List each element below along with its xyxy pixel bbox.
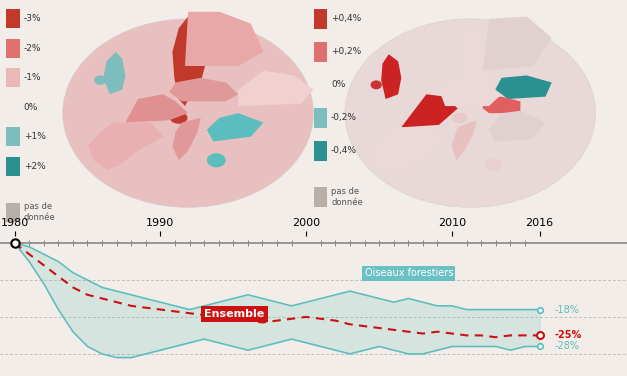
Text: -25%: -25%	[554, 331, 581, 340]
Text: +2%: +2%	[24, 162, 46, 171]
Polygon shape	[169, 78, 238, 102]
Text: +0,2%: +0,2%	[331, 47, 361, 56]
Bar	[6, 39, 20, 58]
Polygon shape	[185, 12, 263, 66]
Polygon shape	[238, 71, 314, 106]
Polygon shape	[172, 118, 201, 160]
Polygon shape	[439, 80, 502, 106]
Text: pas de
donnée: pas de donnée	[331, 187, 363, 206]
Ellipse shape	[170, 112, 187, 124]
Bar	[6, 68, 20, 87]
Bar	[6, 127, 20, 146]
Text: Ensemble: Ensemble	[204, 309, 265, 319]
Polygon shape	[172, 17, 207, 106]
Text: +1%: +1%	[24, 132, 46, 141]
Ellipse shape	[94, 76, 107, 85]
Text: -0,2%: -0,2%	[331, 113, 357, 122]
Bar	[314, 187, 327, 208]
Text: Oiseaux forestiers: Oiseaux forestiers	[364, 268, 453, 278]
Polygon shape	[88, 123, 163, 170]
Text: -0,4%: -0,4%	[331, 146, 357, 155]
Polygon shape	[495, 76, 552, 99]
Bar	[6, 98, 20, 117]
Text: +0,4%: +0,4%	[331, 14, 361, 23]
Text: -18%: -18%	[554, 305, 579, 315]
Ellipse shape	[345, 19, 596, 208]
Ellipse shape	[485, 159, 503, 171]
Polygon shape	[376, 127, 439, 170]
Ellipse shape	[207, 153, 226, 167]
Bar	[314, 108, 327, 129]
Ellipse shape	[371, 80, 382, 89]
Text: -28%: -28%	[554, 341, 579, 352]
Polygon shape	[483, 97, 520, 113]
Bar	[314, 141, 327, 161]
Text: -1%: -1%	[24, 73, 41, 82]
Polygon shape	[463, 30, 486, 106]
Text: 0%: 0%	[24, 103, 38, 112]
Polygon shape	[401, 94, 458, 127]
Polygon shape	[489, 111, 545, 141]
Ellipse shape	[452, 113, 467, 123]
Polygon shape	[483, 17, 552, 71]
Bar	[314, 9, 327, 29]
Polygon shape	[125, 94, 188, 123]
Bar	[6, 203, 20, 221]
Text: -2%: -2%	[24, 44, 41, 53]
Bar	[6, 9, 20, 28]
Bar	[314, 76, 327, 96]
Bar	[6, 157, 20, 176]
Text: 0%: 0%	[331, 80, 345, 89]
Ellipse shape	[63, 19, 314, 208]
Polygon shape	[207, 113, 263, 141]
Polygon shape	[103, 52, 125, 94]
Text: -3%: -3%	[24, 14, 41, 23]
Bar	[314, 42, 327, 62]
Polygon shape	[451, 120, 477, 160]
Text: pas de
donnée: pas de donnée	[24, 202, 56, 222]
Polygon shape	[381, 54, 401, 99]
